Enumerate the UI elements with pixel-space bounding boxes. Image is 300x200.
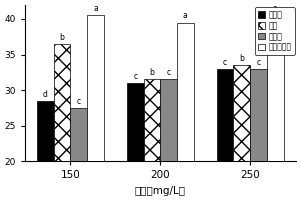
Text: c: c [133, 72, 137, 81]
Bar [37, 101, 54, 200]
Text: b: b [60, 33, 64, 42]
Text: c: c [167, 68, 171, 77]
Legend: 活性炭, 竹炭, 硅藻纯, 化学修饰香: 活性炭, 竹炭, 硅藻纯, 化学修饰香 [255, 7, 295, 55]
Text: b: b [149, 68, 154, 77]
Bar [144, 79, 160, 200]
Text: d: d [43, 90, 48, 99]
Text: a: a [183, 11, 188, 20]
Text: c: c [223, 58, 227, 67]
Text: a: a [93, 4, 98, 13]
Text: c: c [77, 97, 81, 106]
Text: b: b [239, 54, 244, 63]
Bar [70, 108, 87, 200]
Text: a: a [273, 4, 278, 13]
X-axis label: 浓度（mg/L）: 浓度（mg/L） [135, 186, 186, 196]
Bar [54, 44, 70, 200]
Bar [217, 69, 233, 200]
Bar [177, 23, 194, 200]
Bar [267, 15, 284, 200]
Bar [160, 79, 177, 200]
Text: c: c [256, 58, 260, 67]
Bar [127, 83, 144, 200]
Bar [233, 65, 250, 200]
Bar [87, 15, 104, 200]
Bar [250, 69, 267, 200]
